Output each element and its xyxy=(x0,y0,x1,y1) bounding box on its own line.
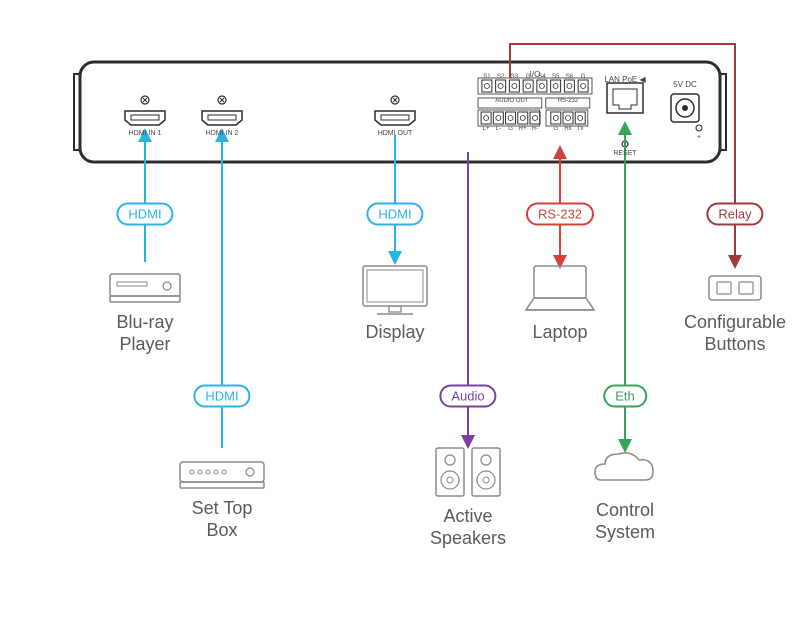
dc-label: 5V DC xyxy=(673,80,697,89)
device-label-bluray: Blu-rayPlayer xyxy=(116,312,173,355)
io-bot-6: G xyxy=(553,126,558,132)
bluray-icon xyxy=(110,274,180,302)
pill-rs232: RS-232 xyxy=(526,203,594,226)
io-bot-4: R- xyxy=(532,126,538,132)
io-top-1: S2 xyxy=(497,74,504,80)
hdmi-out-label: HDMI OUT xyxy=(378,130,413,137)
io-bot-1: L- xyxy=(496,126,501,132)
hdmi-in-1-label: HDMI IN 1 xyxy=(129,130,162,137)
io-bot-2: G xyxy=(508,126,513,132)
dc-plus: + xyxy=(697,134,701,141)
device-label-buttons: ConfigurableButtons xyxy=(684,312,786,355)
hdmi-in-2-label: HDMI IN 2 xyxy=(206,130,239,137)
settop-icon xyxy=(180,462,264,488)
cloud-icon xyxy=(595,453,653,480)
pill-hdmi2: HDMI xyxy=(193,385,250,408)
io-bot-7: Rx xyxy=(564,126,571,132)
device-label-speakers: ActiveSpeakers xyxy=(430,506,506,549)
laptop-icon xyxy=(526,266,594,310)
io-bot-8: Tx xyxy=(577,126,584,132)
reset-label: RESET xyxy=(613,150,636,157)
device-label-laptop: Laptop xyxy=(532,322,587,344)
io-top-6: S6 xyxy=(566,74,573,80)
device-label-settop: Set TopBox xyxy=(192,498,253,541)
device-label-display: Display xyxy=(365,322,424,344)
pill-hdmi_out: HDMI xyxy=(366,203,423,226)
rs232-label: RS-232 xyxy=(558,98,578,104)
io-top-4: S4 xyxy=(538,74,545,80)
pill-audio: Audio xyxy=(439,385,496,408)
io-top-2: S3 xyxy=(511,74,518,80)
speakers-icon xyxy=(436,448,500,496)
io-top-0: S1 xyxy=(483,74,490,80)
lan-label: LAN PoE ◀ xyxy=(604,75,645,84)
buttons-icon xyxy=(709,276,761,300)
audio-out-label: AUDIO OUT xyxy=(495,98,528,104)
device-label-control: ControlSystem xyxy=(595,500,655,543)
io-top-3: G xyxy=(526,74,531,80)
io-bot-0: L+ xyxy=(483,126,490,132)
io-bot-3: R+ xyxy=(519,126,527,132)
pill-eth: Eth xyxy=(603,385,647,408)
pill-relay: Relay xyxy=(706,203,763,226)
io-top-7: G xyxy=(581,74,586,80)
io-top-5: S5 xyxy=(552,74,559,80)
display-icon xyxy=(363,266,427,314)
pill-hdmi1: HDMI xyxy=(116,203,173,226)
